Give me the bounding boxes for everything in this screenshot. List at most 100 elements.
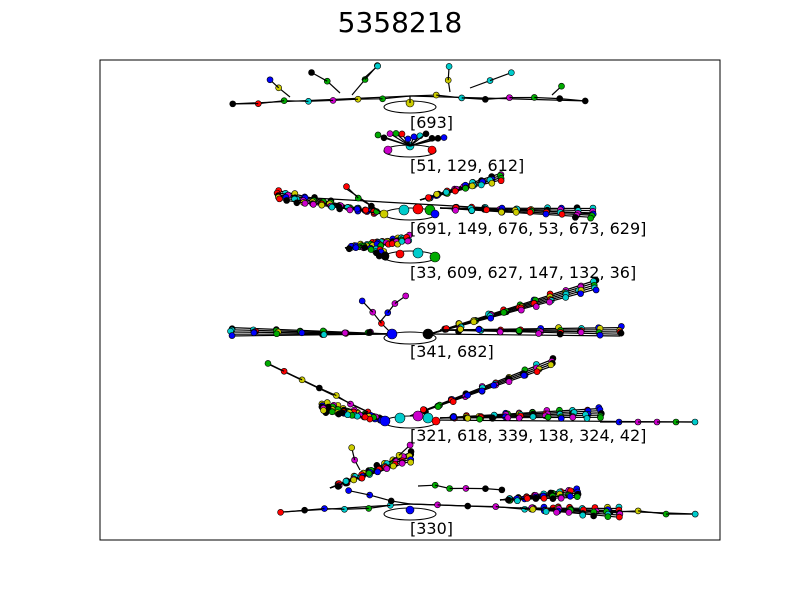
graph-edge [344, 507, 369, 510]
graph-node [440, 134, 448, 141]
root-node [412, 203, 424, 215]
graph-node [374, 131, 382, 139]
root-loop [383, 250, 437, 264]
graph-node [468, 207, 476, 214]
graph-edge [439, 329, 621, 335]
graph-node [345, 245, 353, 253]
graph-node [587, 214, 594, 222]
graph-node [277, 508, 284, 516]
graph-node [451, 187, 459, 195]
graph-node [497, 177, 505, 185]
graph-node [348, 444, 356, 451]
graph-node [515, 327, 523, 334]
graph-node [450, 413, 457, 421]
graph-node [542, 508, 550, 515]
graph-node [358, 474, 366, 482]
graph-node [334, 483, 342, 490]
graph-node [445, 63, 453, 70]
graph-node [496, 328, 504, 336]
graph-node [343, 183, 350, 190]
graph-node [402, 292, 410, 300]
graph-node [345, 487, 352, 494]
graph-node [358, 297, 366, 305]
root-node [398, 204, 410, 216]
graph-node [229, 100, 237, 108]
graph-node [505, 378, 513, 385]
graph-node [361, 244, 369, 251]
graph-edge [409, 136, 445, 147]
graph-node [476, 415, 483, 423]
graph-node [407, 458, 414, 466]
graph-node [380, 134, 388, 142]
graph-node [352, 244, 360, 251]
root-node [379, 415, 391, 427]
graph-node [298, 329, 306, 337]
graph-node [342, 477, 350, 485]
root-node [386, 328, 398, 340]
graph-node [574, 493, 581, 500]
graph-node [691, 510, 699, 518]
graph-node [542, 210, 550, 218]
graph-node [483, 206, 490, 214]
graph-node [328, 203, 336, 211]
graph-node [283, 197, 290, 204]
root-node [422, 328, 434, 340]
graph-node [592, 286, 600, 294]
graph-node [478, 181, 485, 189]
graph-node [566, 493, 574, 500]
graph-node [398, 238, 406, 245]
graph-node [388, 240, 396, 247]
graph-edge [436, 94, 462, 99]
graph-edge [409, 94, 437, 97]
graph-node [520, 372, 528, 379]
root-node [383, 145, 393, 155]
graph-node [266, 76, 274, 84]
graph-node [374, 62, 381, 70]
graph-node [572, 214, 579, 221]
graph-node [504, 414, 512, 422]
labels-layer: [693] [51, 129, 612] [691, 149, 676, 53,… [410, 113, 646, 538]
graph-node [228, 332, 236, 339]
graph-node [616, 513, 623, 521]
graph-node [558, 211, 566, 218]
graph-node [335, 410, 342, 418]
graph-node [398, 460, 406, 467]
graph-edge [284, 100, 309, 102]
graph-node [464, 391, 471, 399]
graph-node [514, 497, 521, 505]
graph-node [569, 414, 577, 421]
graph-node [557, 494, 565, 502]
root-node [422, 412, 434, 424]
graph-node [498, 486, 506, 494]
graph-node [366, 329, 373, 336]
graph-edge [559, 98, 586, 102]
graph-node [558, 82, 565, 90]
graph-node [365, 470, 373, 477]
graph-node [449, 398, 457, 405]
graph-node [318, 201, 326, 209]
graph-node [350, 476, 358, 484]
graph-node [406, 441, 414, 449]
graph-node [353, 205, 361, 213]
graph-edge [534, 96, 560, 100]
graph-node [464, 414, 472, 422]
graph-node [583, 415, 591, 422]
graph-node [462, 185, 469, 192]
graph-node [341, 329, 349, 337]
graph-node [596, 331, 604, 339]
graph-node [457, 325, 464, 333]
graph-node [362, 206, 370, 214]
graph-edge [461, 97, 486, 100]
graph-edge [308, 99, 334, 102]
graph-node [392, 130, 400, 137]
graph-node [533, 368, 541, 375]
graph-node [518, 306, 525, 314]
graph-node [383, 465, 391, 472]
graph-edge [437, 504, 468, 507]
graph-node [390, 462, 397, 470]
graph-node [512, 209, 520, 216]
graph-edge [485, 97, 510, 100]
graph-node [597, 414, 604, 421]
graph-edge [389, 133, 411, 147]
graph-edge [383, 137, 411, 147]
